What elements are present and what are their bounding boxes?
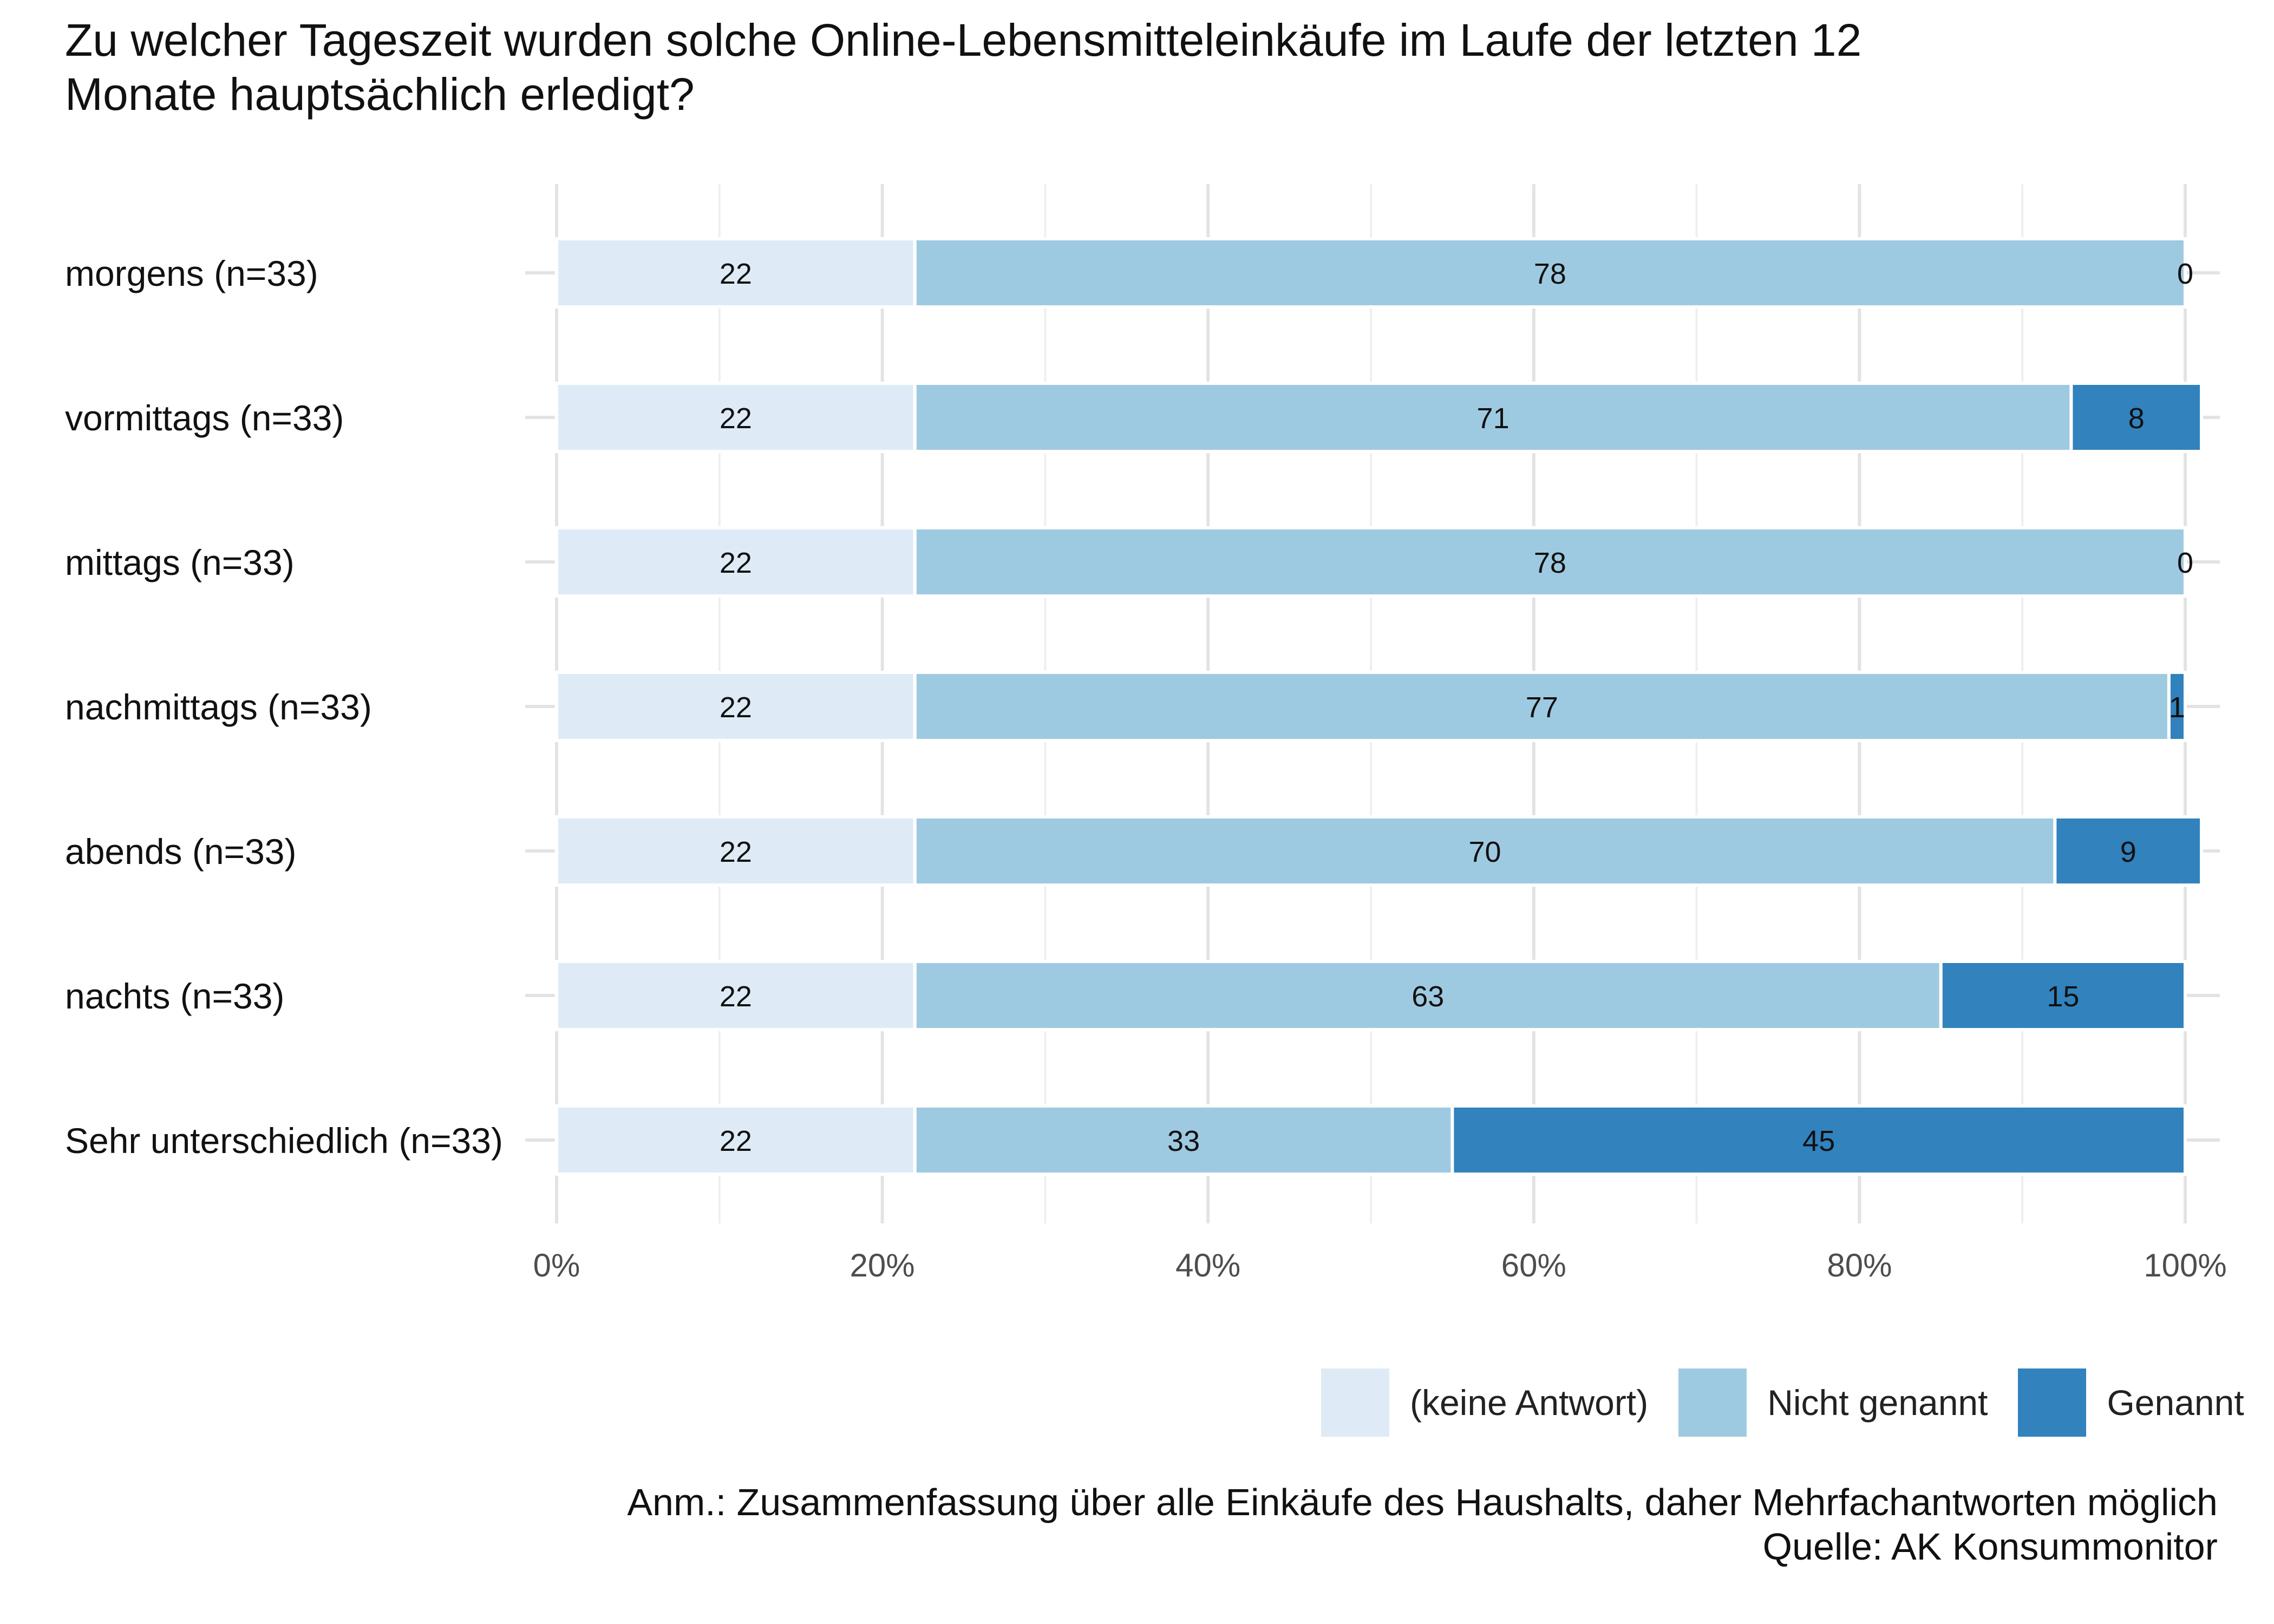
legend-swatch-keine-antwort	[1321, 1368, 1389, 1437]
y-tick-label: nachts (n=33)	[65, 976, 284, 1016]
data-label: 15	[2047, 980, 2079, 1013]
legend-label-keine-antwort: (keine Antwort)	[1410, 1383, 1649, 1423]
bar-genannt	[2167, 671, 2187, 742]
legend-swatch-genannt	[2018, 1368, 2087, 1437]
chart-title-line-1: Zu welcher Tageszeit wurden solche Onlin…	[65, 15, 1862, 66]
bar-keine-antwort	[555, 671, 917, 742]
y-tick-label: morgens (n=33)	[65, 253, 318, 293]
x-tick-label: 0%	[533, 1247, 580, 1284]
legend-item-nicht-genannt: Nicht genannt	[1678, 1368, 1988, 1437]
legend-label-genannt: Genannt	[2107, 1383, 2244, 1423]
data-label: 22	[720, 691, 752, 724]
y-tick-label: nachmittags (n=33)	[65, 687, 372, 727]
data-label: 78	[1534, 547, 1566, 579]
chart-title: Zu welcher Tageszeit wurden solche Onlin…	[65, 13, 2177, 121]
bar-nicht-genannt	[913, 815, 2057, 887]
legend-swatch-nicht-genannt	[1678, 1368, 1747, 1437]
bar-keine-antwort	[555, 382, 917, 453]
x-tick-label: 60%	[1501, 1247, 1566, 1284]
y-tick-label: abends (n=33)	[65, 831, 297, 872]
bar-genannt	[1450, 1104, 2187, 1176]
caption: Anm.: Zusammenfassung über alle Einkäufe…	[627, 1480, 2218, 1569]
data-label: 22	[720, 258, 752, 290]
bar-nicht-genannt	[913, 382, 2073, 453]
data-label: 22	[720, 836, 752, 868]
bar-genannt	[2053, 815, 2204, 887]
data-label: 63	[1412, 980, 1444, 1013]
caption-note: Anm.: Zusammenfassung über alle Einkäufe…	[627, 1481, 2218, 1523]
x-tick-label: 40%	[1175, 1247, 1240, 1284]
data-label: 0	[2177, 258, 2193, 290]
legend: (keine Antwort) Nicht genannt Genannt	[1321, 1368, 2244, 1437]
data-label: 70	[1469, 836, 1501, 868]
bar-keine-antwort	[555, 960, 917, 1031]
bars	[555, 237, 2204, 1176]
bar-nicht-genannt	[913, 1104, 1454, 1176]
legend-item-genannt: Genannt	[2018, 1368, 2244, 1437]
chart-title-line-2: Monate hauptsächlich erledigt?	[65, 69, 695, 120]
bar-keine-antwort	[555, 526, 917, 598]
bar-nicht-genannt	[913, 671, 2171, 742]
data-label: 45	[1802, 1125, 1835, 1157]
x-tick-label: 100%	[2144, 1247, 2226, 1284]
bar-keine-antwort	[555, 1104, 917, 1176]
data-label: 1	[2169, 691, 2185, 724]
y-tick-label: vormittags (n=33)	[65, 398, 344, 438]
bar-genannt	[1939, 960, 2187, 1031]
bar-nicht-genannt	[913, 237, 2187, 309]
data-label: 22	[720, 980, 752, 1013]
x-tick-label: 80%	[1827, 1247, 1892, 1284]
stacked-bar-chart: 22 78 0 22 71 8 22 78 0 22 77 1 22 70 9 22 63 15 22 33 45 mo…	[65, 184, 2227, 1284]
data-label: 9	[2120, 836, 2136, 868]
legend-label-nicht-genannt: Nicht genannt	[1767, 1383, 1988, 1423]
bar-keine-antwort	[555, 237, 917, 309]
data-label: 33	[1167, 1125, 1200, 1157]
bar-nicht-genannt	[913, 526, 2187, 598]
data-labels: 22 78 0 22 71 8 22 78 0 22 77 1 22 70 9 22 63 15 22 33 45	[720, 258, 2193, 1157]
data-label: 77	[1526, 691, 1558, 724]
x-tick-label: 20%	[850, 1247, 915, 1284]
legend-item-keine-antwort: (keine Antwort)	[1321, 1368, 1648, 1437]
data-label: 22	[720, 547, 752, 579]
bar-keine-antwort	[555, 815, 917, 887]
axes: morgens (n=33) vormittags (n=33) mittags (…	[65, 253, 2227, 1284]
bar-nicht-genannt	[913, 960, 1943, 1031]
data-label: 0	[2177, 547, 2193, 579]
data-label: 8	[2128, 402, 2145, 435]
data-label: 22	[720, 402, 752, 435]
caption-source: Quelle: AK Konsummonitor	[1762, 1525, 2218, 1568]
data-label: 78	[1534, 258, 1566, 290]
bar-genannt	[2069, 382, 2204, 453]
y-tick-label: mittags (n=33)	[65, 542, 295, 582]
y-tick-label: Sehr unterschiedlich (n=33)	[65, 1121, 503, 1161]
data-label: 22	[720, 1125, 752, 1157]
data-label: 71	[1477, 402, 1510, 435]
